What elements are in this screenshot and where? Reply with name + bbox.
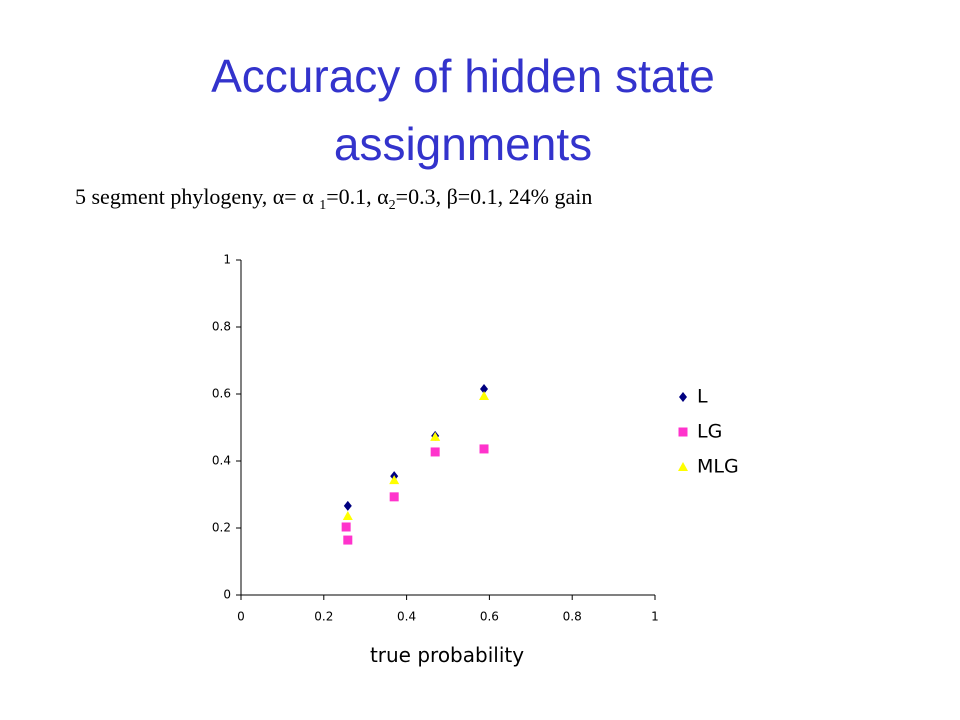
legend-label: L <box>697 386 708 408</box>
point <box>430 447 440 457</box>
subtitle-part: 5 segment phylogeny, α= α <box>75 184 319 209</box>
point <box>389 492 399 502</box>
x-tick-label: 0.6 <box>480 610 499 624</box>
subtitle: 5 segment phylogeny, α= α 1=0.1, α2=0.3,… <box>75 184 592 213</box>
y-tick-label: 0.2 <box>212 521 231 535</box>
legend-label: MLG <box>697 456 739 478</box>
y-tick-label: 0.6 <box>212 387 231 401</box>
point <box>479 444 489 454</box>
slide-title: Accuracy of hidden state <box>211 50 715 102</box>
x-tick-label: 0.4 <box>397 610 416 624</box>
y-tick-label: 0.4 <box>212 454 231 468</box>
x-tick-label: 1 <box>651 610 659 624</box>
point <box>342 510 353 520</box>
point <box>430 431 441 441</box>
point <box>480 383 489 394</box>
point <box>389 475 400 485</box>
point <box>343 500 352 511</box>
point <box>343 535 353 545</box>
x-tick-label: 0.2 <box>314 610 333 624</box>
subtitle-part: =0.3, β=0.1, 24% gain <box>396 184 593 209</box>
x-tick-label: 0.8 <box>563 610 582 624</box>
legend-label: LG <box>697 421 722 443</box>
x-tick-label: 0 <box>237 610 245 624</box>
subscript: 1 <box>319 198 326 213</box>
x-axis-label: true probability <box>370 643 524 667</box>
subtitle-part: =0.1, α <box>326 184 389 209</box>
subscript: 2 <box>389 198 396 213</box>
legend-marker <box>678 427 688 437</box>
point <box>341 522 351 532</box>
y-tick-label: 1 <box>223 253 231 267</box>
legend-marker <box>678 462 688 471</box>
y-tick-label: 0.8 <box>212 320 231 334</box>
point <box>479 391 490 401</box>
legend-marker <box>679 392 687 402</box>
y-tick-label: 0 <box>223 588 231 602</box>
slide-title: assignments <box>334 118 592 170</box>
